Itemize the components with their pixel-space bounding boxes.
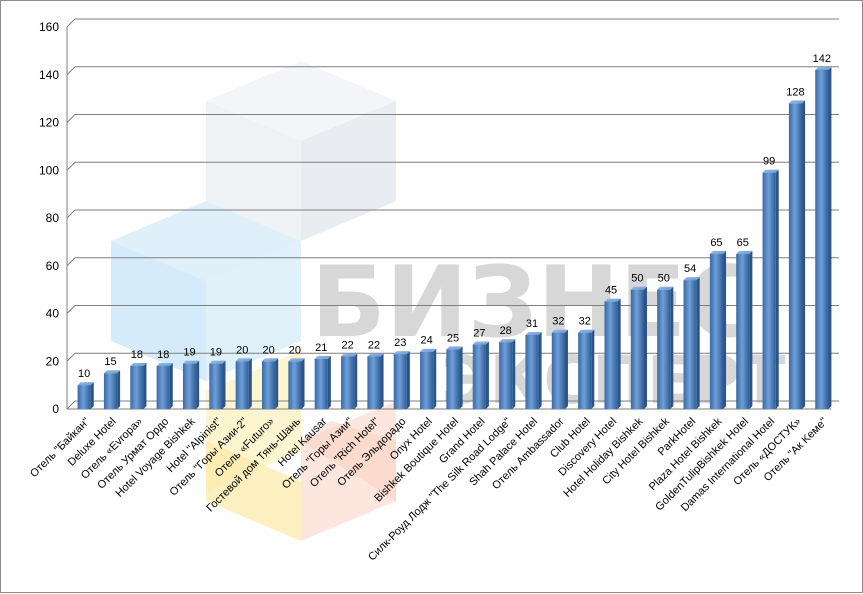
bar xyxy=(815,66,832,409)
gridline xyxy=(66,257,839,267)
y-tick-label: 20 xyxy=(46,354,60,368)
bar xyxy=(288,358,305,409)
data-label: 128 xyxy=(786,86,804,98)
bar xyxy=(420,348,437,409)
data-label: 99 xyxy=(763,156,775,168)
bars xyxy=(77,66,832,410)
data-label: 20 xyxy=(289,344,301,356)
bar xyxy=(736,250,753,409)
bar xyxy=(262,358,279,409)
data-label: 32 xyxy=(552,316,564,328)
data-label: 54 xyxy=(684,263,696,275)
bar xyxy=(103,370,121,409)
data-label: 18 xyxy=(131,349,143,361)
y-tick-label: 80 xyxy=(46,211,60,225)
bar xyxy=(683,277,700,409)
data-label: 22 xyxy=(368,339,380,351)
bar xyxy=(788,100,806,410)
data-label: 10 xyxy=(78,368,90,380)
bar xyxy=(77,382,94,409)
data-label: 50 xyxy=(631,273,643,285)
bar xyxy=(762,169,779,409)
y-tick-label: 40 xyxy=(46,307,60,321)
data-label: 21 xyxy=(315,342,327,354)
bar xyxy=(393,351,410,409)
gridline xyxy=(66,305,839,314)
gridline xyxy=(66,18,839,28)
bar xyxy=(630,286,647,409)
bar xyxy=(551,329,568,409)
bar xyxy=(182,360,200,409)
y-tick-label: 140 xyxy=(39,68,59,82)
bar xyxy=(209,360,226,409)
bar xyxy=(578,329,595,409)
data-label: 45 xyxy=(605,285,617,297)
y-tick-label: 160 xyxy=(39,20,59,34)
bar xyxy=(525,331,542,409)
gridline xyxy=(66,209,839,219)
bar xyxy=(156,363,173,409)
bar xyxy=(657,286,674,409)
data-label: 65 xyxy=(710,237,722,249)
data-label: 20 xyxy=(262,344,274,356)
bar xyxy=(235,358,252,409)
data-label: 24 xyxy=(421,335,433,347)
data-label: 20 xyxy=(236,344,248,356)
y-tick-label: 0 xyxy=(52,402,59,416)
y-tick-label: 60 xyxy=(46,259,60,273)
bar xyxy=(314,355,331,409)
data-label: 19 xyxy=(210,347,222,359)
bar xyxy=(130,363,147,409)
y-tick-label: 100 xyxy=(39,163,59,177)
bar xyxy=(367,353,384,409)
data-label: 31 xyxy=(526,318,538,330)
data-label: 18 xyxy=(157,349,169,361)
data-label: 15 xyxy=(104,356,116,368)
bar xyxy=(472,341,489,409)
gridline xyxy=(66,66,839,76)
bar xyxy=(709,250,727,409)
bar xyxy=(604,298,621,409)
data-label: 50 xyxy=(658,273,670,285)
y-tick-label: 120 xyxy=(39,116,59,130)
data-label: 28 xyxy=(500,325,512,337)
bar xyxy=(446,346,463,409)
gridline xyxy=(66,114,839,123)
data-label: 23 xyxy=(394,337,406,349)
bar xyxy=(341,353,358,409)
data-label: 25 xyxy=(447,332,459,344)
data-label: 19 xyxy=(183,347,195,359)
data-labels: 10 15 18 18 19 19 20 20 20 21 22 22 23 24 25 27 28 31 32 32… xyxy=(78,53,831,380)
bar xyxy=(499,339,516,409)
data-label: 27 xyxy=(473,328,485,340)
data-label: 32 xyxy=(579,316,591,328)
data-label: 22 xyxy=(341,339,353,351)
data-label: 65 xyxy=(737,237,749,249)
data-label: 142 xyxy=(813,53,831,65)
gridline xyxy=(66,161,839,171)
